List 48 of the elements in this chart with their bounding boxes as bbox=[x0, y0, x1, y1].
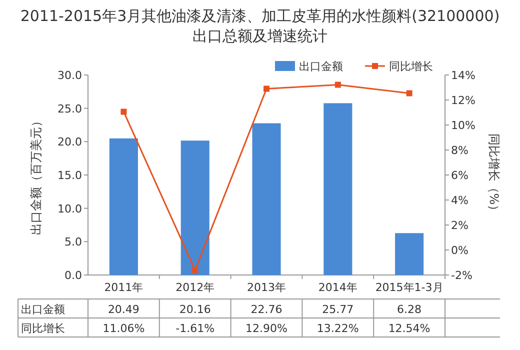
y2-tick-label: 2% bbox=[451, 219, 468, 232]
x-tick-label: 2013年 bbox=[247, 281, 286, 294]
x-tick-label: 2014年 bbox=[318, 281, 358, 294]
chart-title: 2011-2015年3月其他油漆及清漆、加工皮革用的水性颜料(32100000)出口总额及增速统计 bbox=[20, 6, 500, 46]
text: 出口金额 bbox=[21, 303, 65, 316]
x-tick-label: 2012年 bbox=[176, 281, 215, 294]
bar bbox=[395, 233, 424, 275]
bar bbox=[252, 123, 281, 275]
data-label: 20.49 bbox=[108, 303, 140, 316]
point bbox=[406, 90, 412, 96]
legend-label: 同比增长 bbox=[389, 60, 433, 73]
data-label: 22.76 bbox=[250, 303, 282, 316]
y-tick-label: 15.0 bbox=[58, 169, 82, 182]
y-tick-label: 30.0 bbox=[58, 69, 82, 82]
y2-tick-label: 0% bbox=[451, 244, 468, 257]
y2-tick-label: 8% bbox=[451, 144, 468, 157]
point bbox=[264, 86, 270, 92]
y2-tick-label: -2% bbox=[451, 269, 472, 282]
point bbox=[120, 108, 127, 115]
y2-axis-title: 同比增长（%） bbox=[487, 133, 501, 217]
y-axis-title: 出口金额（百万美元） bbox=[29, 115, 43, 235]
x-tick-label: 2011年 bbox=[104, 281, 144, 294]
data-label: 6.28 bbox=[397, 303, 422, 316]
data-label: 12.90% bbox=[246, 322, 288, 335]
y2-tick-label: 10% bbox=[451, 119, 476, 132]
text: 同比增长 bbox=[21, 322, 65, 335]
y-tick-label: 10.0 bbox=[58, 202, 82, 216]
y2-tick-label: 6% bbox=[451, 169, 468, 182]
bar bbox=[180, 140, 210, 275]
data-label: -1.61% bbox=[176, 322, 215, 335]
point bbox=[192, 267, 198, 274]
y-tick-label: 0.0 bbox=[64, 269, 82, 282]
y2-tick-label: 14% bbox=[451, 69, 476, 82]
y-tick-label: 5.0 bbox=[64, 236, 82, 249]
bar bbox=[109, 138, 138, 275]
y2-tick-label: 12% bbox=[451, 94, 476, 107]
data-label: 25.77 bbox=[322, 303, 354, 316]
x-tick-label: 2015年1-3月 bbox=[375, 281, 444, 294]
data-label: 20.16 bbox=[179, 303, 211, 316]
y-tick-label: 25.0 bbox=[58, 102, 82, 116]
data-label: 11.06% bbox=[102, 322, 145, 335]
bar bbox=[324, 103, 352, 275]
y-tick-label: 20.0 bbox=[58, 136, 82, 149]
data-label: 12.54% bbox=[388, 322, 430, 335]
y2-tick-label: 4% bbox=[451, 194, 468, 207]
data-label: 13.22% bbox=[316, 322, 359, 335]
point bbox=[334, 82, 341, 88]
legend-label: 出口金额 bbox=[299, 60, 343, 73]
